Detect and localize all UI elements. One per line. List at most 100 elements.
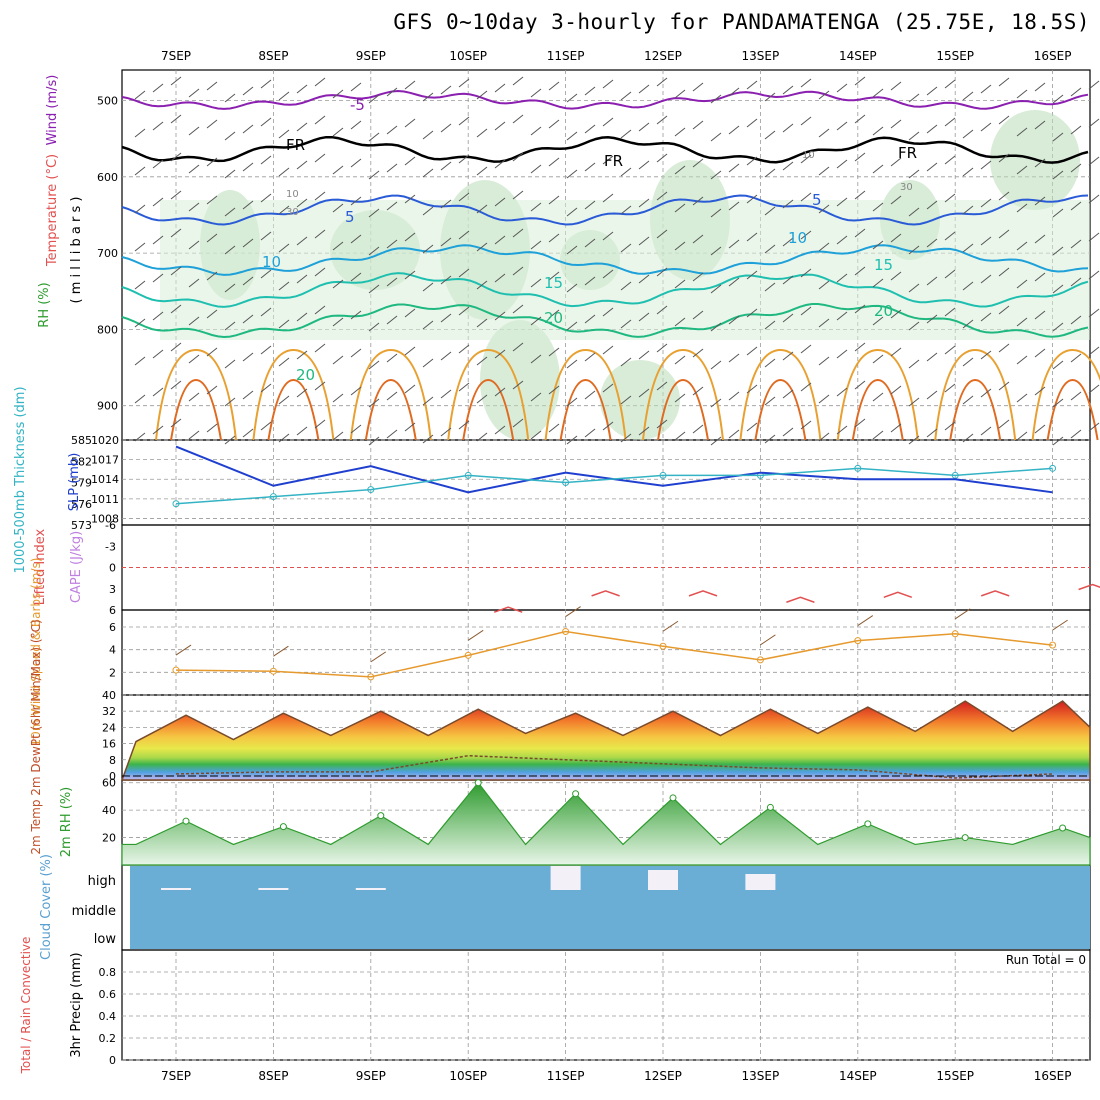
wind-barb	[836, 311, 848, 321]
pressure-tick-label: 700	[97, 247, 118, 260]
wind-barb	[152, 349, 164, 359]
wind-barb	[152, 387, 164, 397]
wind-barb	[692, 82, 704, 92]
wind-barb	[800, 116, 812, 126]
wind-barb	[134, 242, 146, 252]
wind-barb	[350, 120, 362, 130]
rh-point	[377, 812, 385, 820]
wind-barb	[1070, 87, 1082, 97]
wind-speed-line	[175, 630, 1053, 678]
rh-shade-area	[600, 360, 680, 440]
contour-30	[851, 378, 904, 441]
wind-barb	[1034, 196, 1046, 206]
wind-barb	[1016, 127, 1028, 137]
wind-barb	[350, 424, 362, 434]
contour-label: 15	[544, 274, 563, 292]
wind-barb	[494, 349, 506, 359]
contour-label: 20	[544, 309, 563, 327]
temperature-axis-label: Temperature (°C)	[45, 154, 60, 267]
wind-barb	[494, 425, 506, 435]
wind-barb	[746, 232, 758, 242]
wind-barb	[1088, 80, 1100, 90]
rh-point	[669, 794, 677, 802]
wind-barb	[1070, 429, 1082, 439]
wind-barb	[962, 205, 974, 215]
wind-barb	[818, 280, 830, 290]
wind-barb	[458, 268, 470, 278]
wind-barb	[710, 94, 722, 104]
wind-barb	[296, 236, 308, 246]
wind-barb	[926, 314, 938, 324]
wind-barb	[422, 168, 434, 178]
wind-barb	[206, 385, 218, 395]
lifted-index-axis-label: Lifted Index	[33, 528, 48, 605]
wind-barb	[1088, 232, 1100, 242]
wind-barb	[458, 382, 470, 392]
wind-barb	[512, 380, 524, 390]
wind-barb	[1088, 346, 1100, 356]
wind-barb	[692, 348, 704, 358]
cloud-bar	[745, 874, 776, 890]
wind-barb	[1070, 239, 1082, 249]
wind-barb	[620, 91, 632, 101]
wind-barb	[440, 351, 452, 361]
wind-barb	[782, 351, 794, 361]
li-tick-label: -3	[105, 540, 116, 553]
wind-barb	[152, 311, 164, 321]
rh-axis-label: RH (%)	[37, 282, 52, 327]
contour-25	[447, 348, 530, 441]
thickness-tick-label: 582	[71, 455, 92, 468]
wind-barb	[944, 345, 956, 355]
wind-barb-10m	[1052, 619, 1068, 631]
date-label-bottom: 7SEP	[161, 1069, 191, 1083]
wind-barb	[530, 88, 542, 98]
wind-barb	[818, 356, 830, 366]
wind-barb	[926, 352, 938, 362]
panel-10m-wind	[121, 609, 1091, 696]
wind-barb	[800, 382, 812, 392]
wind-barb	[314, 343, 326, 353]
wind-barb	[440, 313, 452, 323]
cloud-bar	[550, 866, 581, 890]
wind-barb	[962, 243, 974, 253]
wind-barb	[926, 124, 938, 134]
wind-barb	[476, 166, 488, 176]
wind-barb	[386, 239, 398, 249]
wind-barb	[998, 305, 1010, 315]
wind-barb	[134, 90, 146, 100]
wind-barb	[278, 205, 290, 215]
wind-barb	[314, 419, 326, 429]
wind-barb	[962, 129, 974, 139]
wind-barb	[1016, 203, 1028, 213]
wind-barb	[854, 152, 866, 162]
wind-barb	[1088, 384, 1100, 394]
wind-barb	[494, 273, 506, 283]
li-segment	[980, 590, 1010, 597]
wind-barb	[908, 93, 920, 103]
thickness-axis-label: 1000-500mb Thickness (dm)	[13, 386, 28, 573]
wind-barb	[242, 390, 254, 400]
precip-axis-label: 3hr Precip (mm)	[69, 952, 84, 1057]
wind-barb	[350, 158, 362, 168]
wind-barb	[152, 425, 164, 435]
contour-label: 5	[345, 208, 355, 226]
thickness-tick-label: 573	[71, 519, 92, 532]
wind-barb	[566, 397, 578, 407]
wind-barb	[1088, 270, 1100, 280]
wind-barb	[1034, 120, 1046, 130]
wind-barb	[422, 358, 434, 368]
wind-barb	[836, 387, 848, 397]
wind-barb	[1070, 125, 1082, 135]
wind-barb	[944, 155, 956, 165]
wind-barb	[566, 93, 578, 103]
wind-barb	[962, 433, 974, 443]
wind-barb	[278, 319, 290, 329]
contour-20	[121, 303, 1089, 339]
contour-label: FR	[286, 136, 305, 154]
wind-barb	[206, 309, 218, 319]
wind-barb	[746, 422, 758, 432]
rh2m-axis-label: 2m RH (%)	[59, 787, 74, 858]
cloud-bar	[161, 888, 191, 890]
contour-freezing	[121, 135, 1089, 164]
wind-barb	[314, 381, 326, 391]
